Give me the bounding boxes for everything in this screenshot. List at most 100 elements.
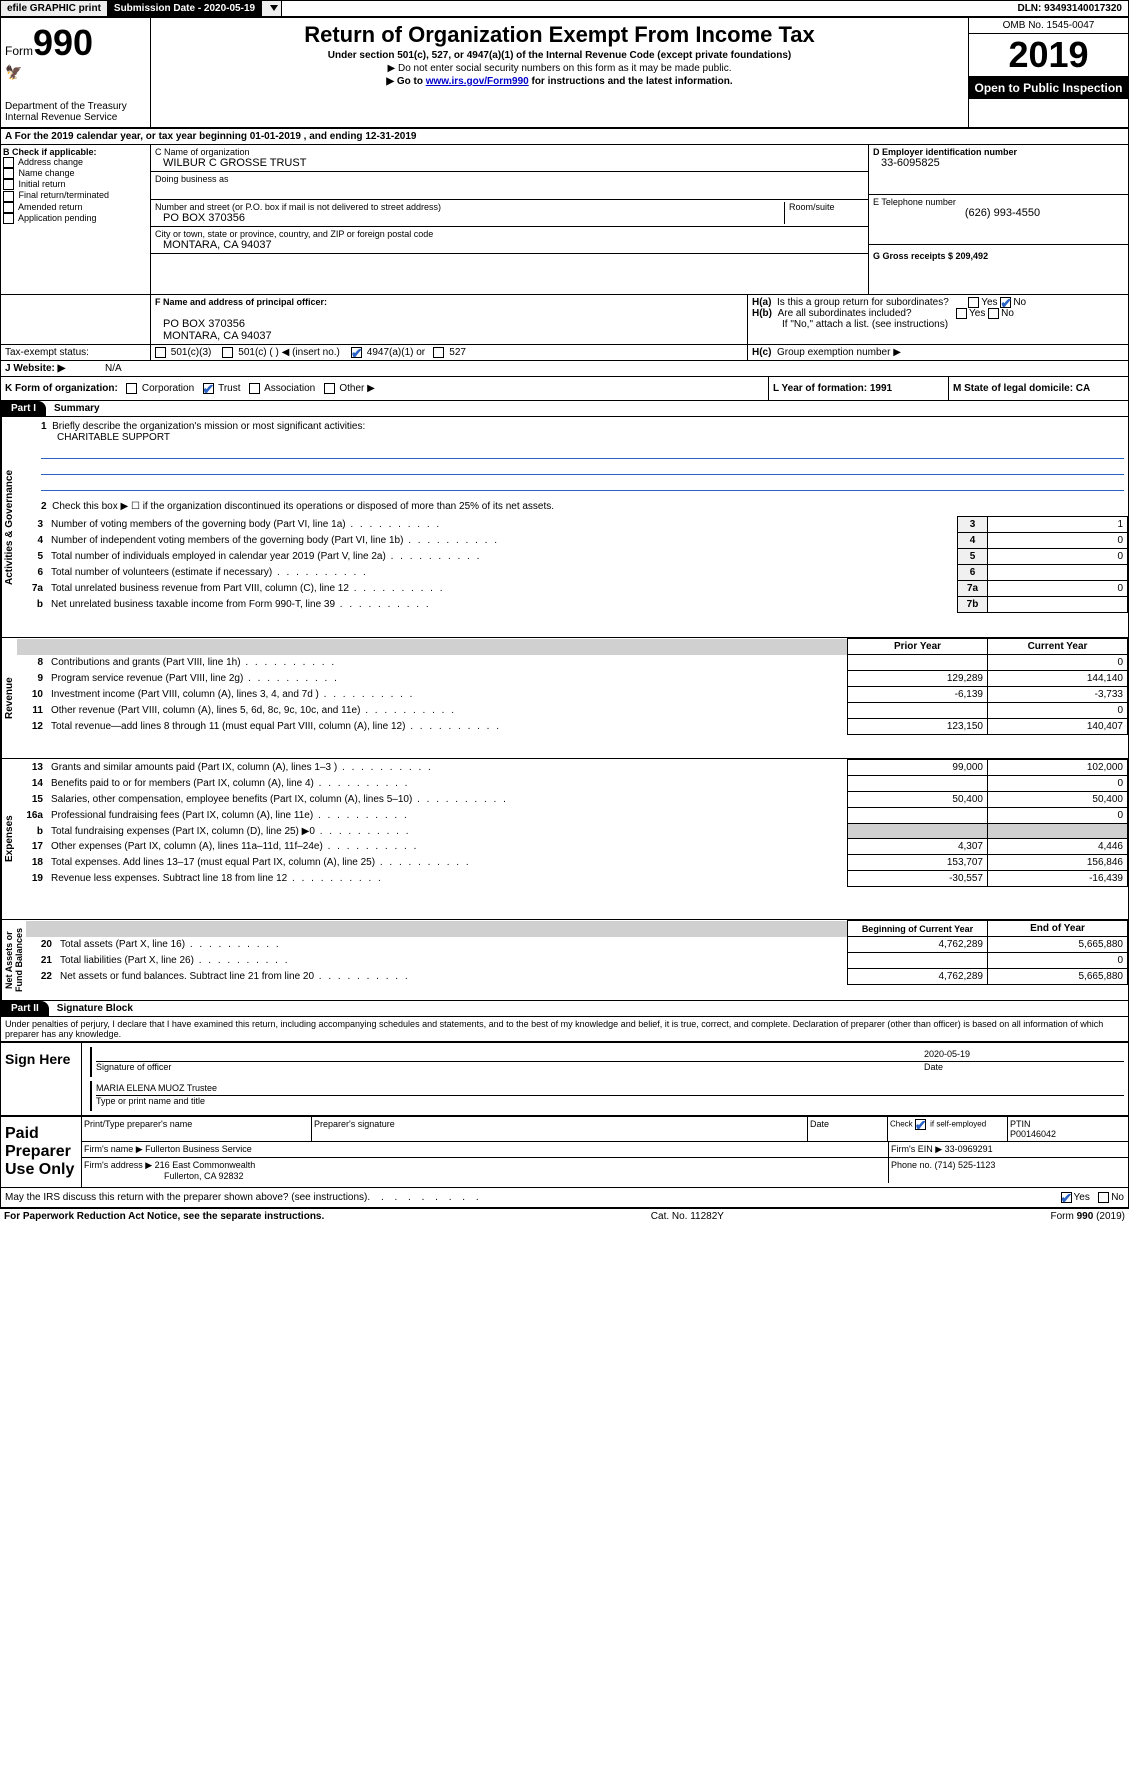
- section-b-checkbox[interactable]: [3, 168, 14, 179]
- hb-no-checkbox[interactable]: [988, 308, 999, 319]
- sig-officer-label: Signature of officer: [96, 1062, 924, 1072]
- f-line2: MONTARA, CA 94037: [155, 330, 743, 342]
- sections-fh: F Name and address of principal officer:…: [1, 295, 1128, 345]
- section-b-title: B Check if applicable:: [3, 147, 148, 157]
- website-row: J Website: ▶ N/A: [1, 361, 1128, 377]
- page-footer: For Paperwork Reduction Act Notice, see …: [0, 1208, 1129, 1224]
- ptin-label: PTIN: [1010, 1119, 1031, 1129]
- part1-heading: Summary: [54, 403, 100, 414]
- part1-header: Part I Summary: [1, 401, 1128, 417]
- sig-name-value: MARIA ELENA MUOZ Trustee: [96, 1081, 1124, 1096]
- hb-note: If "No," attach a list. (see instruction…: [752, 319, 1124, 330]
- discuss-no-checkbox[interactable]: [1098, 1192, 1109, 1203]
- firm-name-label: Firm's name ▶: [84, 1144, 143, 1154]
- website-label: J Website: ▶: [5, 363, 65, 374]
- q2-text: Check this box ▶ ☐ if the organization d…: [52, 501, 554, 512]
- form-container: Form990 🦅 Department of the Treasury Int…: [0, 17, 1129, 1208]
- paid-preparer-section: Paid Preparer Use Only Print/Type prepar…: [1, 1115, 1128, 1187]
- revenue-block: Revenue Prior YearCurrent Year8Contribut…: [1, 638, 1128, 759]
- vlabel-revenue: Revenue: [1, 638, 17, 758]
- sig-date-label: Date: [924, 1062, 1124, 1072]
- section-c: C Name of organization WILBUR C GROSSE T…: [151, 145, 868, 294]
- netassets-block: Net Assets or Fund Balances Beginning of…: [1, 920, 1128, 1001]
- note-ssn: ▶ Do not enter social security numbers o…: [155, 63, 964, 74]
- ha-yes-checkbox[interactable]: [968, 297, 979, 308]
- expenses-table: 13Grants and similar amounts paid (Part …: [17, 759, 1128, 887]
- perjury-text: Under penalties of perjury, I declare th…: [1, 1017, 1128, 1041]
- tax-exempt-row: Tax-exempt status: 501(c)(3) 501(c) ( ) …: [1, 345, 1128, 361]
- f-line1: PO BOX 370356: [155, 318, 743, 330]
- governance-table: 3Number of voting members of the governi…: [17, 516, 1128, 613]
- addr-value: PO BOX 370356: [155, 212, 784, 224]
- q1-value: CHARITABLE SUPPORT: [41, 432, 1124, 443]
- footer-left: For Paperwork Reduction Act Notice, see …: [4, 1211, 324, 1222]
- discuss-text: May the IRS discuss this return with the…: [5, 1192, 367, 1203]
- revenue-table: Prior YearCurrent Year8Contributions and…: [17, 638, 1128, 735]
- k-checkbox[interactable]: [249, 383, 260, 394]
- section-b-checkbox[interactable]: [3, 179, 14, 190]
- part2-heading: Signature Block: [57, 1003, 133, 1014]
- irs-label: Internal Revenue Service: [5, 112, 146, 123]
- te-4947-checkbox[interactable]: [351, 347, 362, 358]
- efile-link[interactable]: efile GRAPHIC print: [1, 1, 108, 16]
- form-title: Return of Organization Exempt From Incom…: [155, 22, 964, 48]
- header-right-col: OMB No. 1545-0047 2019 Open to Public In…: [968, 18, 1128, 127]
- top-toolbar: efile GRAPHIC print Submission Date - 20…: [0, 0, 1129, 17]
- open-public-badge: Open to Public Inspection: [969, 77, 1128, 99]
- firm-name-value: Fullerton Business Service: [145, 1144, 252, 1154]
- header-left-col: Form990 🦅 Department of the Treasury Int…: [1, 18, 151, 127]
- irs-link[interactable]: www.irs.gov/Form990: [426, 76, 529, 87]
- e-phone-value: (626) 993-4550: [873, 207, 1124, 219]
- note-link-line: ▶ Go to www.irs.gov/Form990 for instruct…: [155, 76, 964, 87]
- sections-deg: D Employer identification number 33-6095…: [868, 145, 1128, 294]
- k-checkbox[interactable]: [324, 383, 335, 394]
- ha-no-checkbox[interactable]: [1000, 297, 1011, 308]
- city-value: MONTARA, CA 94037: [155, 239, 864, 251]
- room-label: Room/suite: [789, 202, 864, 212]
- hb-yes-checkbox[interactable]: [956, 308, 967, 319]
- g-receipts: G Gross receipts $ 209,492: [873, 251, 1124, 261]
- self-employed-checkbox[interactable]: [915, 1119, 926, 1130]
- sig-date-val: 2020-05-19: [924, 1049, 1124, 1059]
- c-name-label: C Name of organization: [155, 147, 864, 157]
- part2-badge: Part II: [1, 1001, 49, 1016]
- part1-badge: Part I: [1, 401, 46, 416]
- k-checkbox[interactable]: [126, 383, 137, 394]
- hb-text: Are all subordinates included?: [778, 308, 912, 319]
- firm-ein: Firm's EIN ▶ 33-0969291: [888, 1142, 1128, 1157]
- omb-number: OMB No. 1545-0047: [969, 18, 1128, 34]
- paid-preparer-label: Paid Preparer Use Only: [1, 1117, 81, 1187]
- submission-date: Submission Date - 2020-05-19: [108, 1, 262, 16]
- firm-addr-label: Firm's address ▶: [84, 1160, 152, 1170]
- footer-right: Form 990 (2019): [1051, 1211, 1125, 1222]
- tax-exempt-label: Tax-exempt status:: [5, 347, 89, 358]
- netassets-table: Beginning of Current YearEnd of Year20To…: [26, 920, 1128, 985]
- sig-name-label: Type or print name and title: [96, 1096, 1124, 1106]
- te-501c-checkbox[interactable]: [222, 347, 233, 358]
- firm-addr-value2: Fullerton, CA 92832: [84, 1171, 244, 1181]
- f-officer-label: F Name and address of principal officer:: [155, 297, 743, 307]
- form-label: Form: [5, 44, 33, 58]
- prep-name-label: Print/Type preparer's name: [82, 1117, 312, 1141]
- d-ein-label: D Employer identification number: [873, 147, 1124, 157]
- d-ein-value: 33-6095825: [873, 157, 1124, 169]
- vlabel-governance: Activities & Governance: [1, 417, 17, 637]
- dropdown-spacer[interactable]: [262, 1, 282, 16]
- section-b-checkbox[interactable]: [3, 157, 14, 168]
- city-label: City or town, state or province, country…: [155, 229, 864, 239]
- form-number: 990: [33, 22, 93, 63]
- discuss-row: May the IRS discuss this return with the…: [1, 1187, 1128, 1207]
- expenses-block: Expenses 13Grants and similar amounts pa…: [1, 759, 1128, 920]
- m-state: M State of legal domicile: CA: [953, 383, 1090, 394]
- section-b-checkbox[interactable]: [3, 191, 14, 202]
- te-501c3-checkbox[interactable]: [155, 347, 166, 358]
- te-527-checkbox[interactable]: [433, 347, 444, 358]
- e-phone-label: E Telephone number: [873, 197, 1124, 207]
- discuss-yes-checkbox[interactable]: [1061, 1192, 1072, 1203]
- tax-year: 2019: [969, 34, 1128, 77]
- k-checkbox[interactable]: [203, 383, 214, 394]
- firm-addr-value: 216 East Commonwealth: [155, 1160, 256, 1170]
- section-b-checkbox[interactable]: [3, 213, 14, 224]
- k-label: K Form of organization:: [5, 383, 118, 394]
- section-b-checkbox[interactable]: [3, 202, 14, 213]
